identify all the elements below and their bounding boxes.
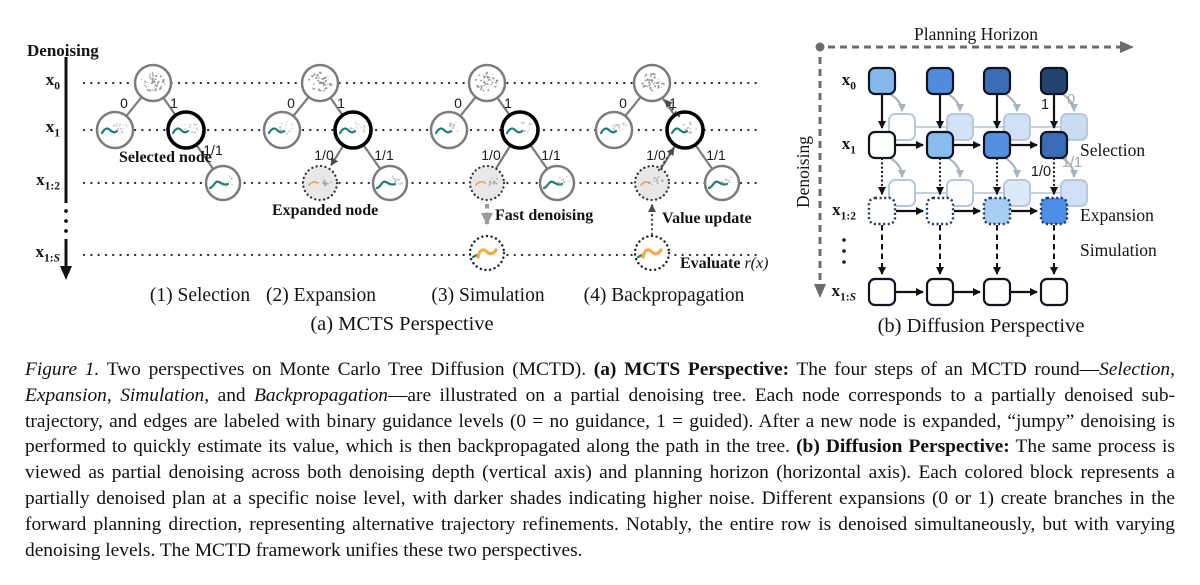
ghost-row-gap2	[888, 156, 1088, 207]
b-label-1-1: 1/1	[1062, 155, 1082, 171]
row-label-x1: x1	[45, 117, 60, 140]
block-row-x1	[867, 130, 1069, 160]
evaluate-annotation: Evaluate r(x)	[680, 255, 769, 272]
b-selection-label: Selection	[1080, 140, 1146, 160]
edge-label-1: 1	[669, 95, 677, 111]
edge-label-1-1: 1/1	[374, 147, 394, 163]
row-label-b-x1: x1	[841, 134, 856, 157]
caption-segment: ,	[1170, 359, 1175, 380]
selected-node-annotation: Selected node	[119, 149, 212, 166]
mcts-tree-2: 0 1 1/0 1/1	[262, 63, 409, 202]
step-caption-backpropagation: (4) Backpropagation	[583, 285, 745, 306]
step-caption-simulation: (3) Simulation	[431, 285, 545, 306]
mcts-tree-4: 0 1 1/0 1/1	[594, 63, 741, 272]
row-label-b-x1S: x1:S	[831, 281, 857, 304]
caption-segment: The four steps of an MCTD round—	[789, 359, 1100, 380]
edge-label-1: 1	[337, 95, 345, 111]
axes-b	[814, 41, 1134, 298]
edge-label-1-1: 1/1	[706, 147, 726, 163]
fast-denoising-annotation: Fast denoising	[495, 207, 594, 224]
caption-segment: (b) Diffusion Perspective:	[796, 436, 1010, 458]
caption-segment: (a) MCTS Perspective:	[593, 359, 790, 380]
caption-segment: The same process is viewed as partial de…	[25, 436, 1175, 561]
panel-a: 0 1 1/1 0 1 1/0 1/1 0 1 1/0 1/1 0 1 1/0 1/1	[60, 57, 758, 280]
edge-label-0: 0	[287, 95, 295, 111]
edge-label-0: 0	[120, 95, 128, 111]
block-row-x12	[867, 196, 1069, 226]
mcts-tree-1: 0 1 1/1	[95, 63, 242, 202]
denoising-axis-label-a: Denoising	[27, 41, 99, 60]
expanded-node-annotation: Expanded node	[272, 202, 379, 219]
edge-label-1-1: 1/1	[203, 142, 223, 158]
figure-canvas: 0 1 1/1 0 1 1/0 1/1 0 1 1/0 1/1 0 1 1/0 1/1 1 0 1/0 1/1	[60, 41, 1134, 307]
panel-b-caption: (b) Diffusion Perspective	[877, 315, 1085, 337]
caption-segment: Simulation	[120, 384, 205, 406]
caption-segment: Figure 1.	[25, 359, 100, 380]
edge-label-1: 1	[170, 95, 178, 111]
block-row-x0	[867, 66, 1069, 96]
b-label-unguided: 0	[1067, 92, 1075, 108]
b-label-1-0: 1/0	[1031, 164, 1051, 180]
caption-segment: ,	[106, 384, 121, 406]
b-expansion-label: Expansion	[1080, 205, 1154, 225]
edge-label-1: 1	[504, 95, 512, 111]
edge-label-0: 0	[619, 95, 627, 111]
row-label-b-x12: x1:2	[832, 200, 856, 223]
edge-label-1-1: 1/1	[541, 147, 561, 163]
edge-label-0: 0	[454, 95, 462, 111]
caption-segment: Selection	[1099, 359, 1171, 380]
row-label-x1S: x1:S	[35, 242, 61, 265]
step-caption-expansion: (2) Expansion	[266, 285, 376, 306]
mcts-tree-3: 0 1 1/0 1/1	[429, 63, 576, 272]
planning-horizon-label: Planning Horizon	[914, 24, 1038, 44]
panel-a-caption: (a) MCTS Perspective	[310, 313, 494, 335]
edge-label-1-0: 1/0	[481, 147, 501, 163]
edge-label-1-0: 1/0	[314, 147, 334, 163]
caption-segment: Two perspectives on Monte Carlo Tree Dif…	[99, 359, 594, 380]
b-label-guided: 1	[1041, 97, 1049, 113]
grid-arrows	[878, 95, 1058, 296]
row-label-b-x0: x0	[841, 70, 856, 93]
edge-label-1-0: 1/0	[646, 147, 666, 163]
value-update-annotation: Value update	[662, 210, 752, 227]
figure-caption: Figure 1. Two perspectives on Monte Carl…	[25, 357, 1175, 563]
caption-segment: , and	[204, 384, 255, 406]
row-label-x0: x0	[45, 70, 60, 93]
edge-labels-b: 1 0 1/0 1/1	[1031, 92, 1082, 180]
row-label-x12: x1:2	[36, 170, 60, 193]
caption-segment: —are illustrated on a partial denoising …	[25, 384, 1175, 458]
caption-segment: Backpropagation	[254, 384, 388, 406]
block-row-x1S	[867, 277, 1069, 307]
row-guides-a	[82, 81, 758, 257]
step-caption-selection: (1) Selection	[149, 285, 251, 306]
panel-b: 1 0 1/0 1/1	[814, 41, 1134, 307]
b-simulation-label: Simulation	[1080, 240, 1157, 260]
denoising-axis-a	[60, 57, 72, 280]
caption-segment: Expansion	[25, 384, 107, 406]
